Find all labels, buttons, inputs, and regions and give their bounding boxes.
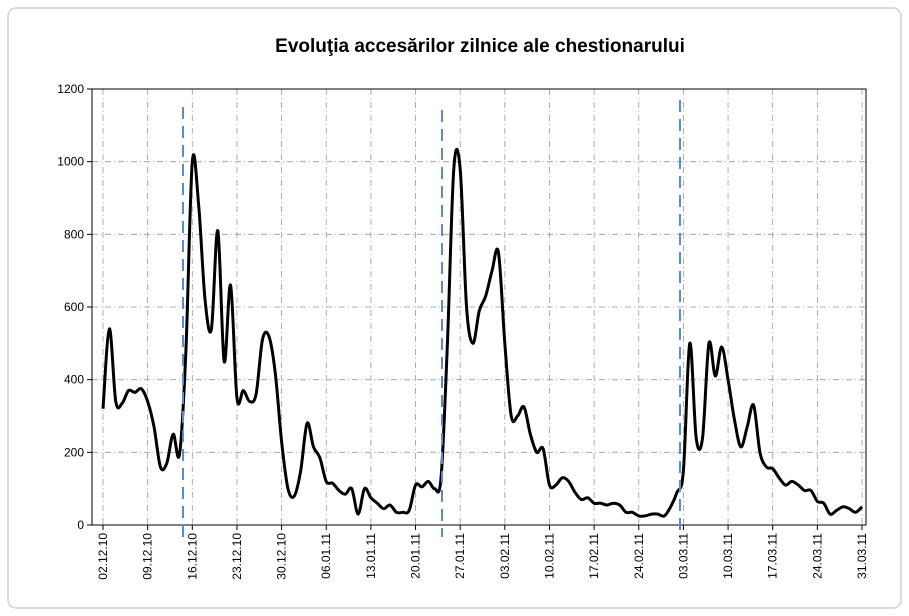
x-tick-label: 24.03.11	[810, 533, 824, 579]
y-tick-label: 800	[64, 227, 84, 241]
x-tick-label: 23.12.10	[230, 533, 244, 580]
x-tick-label: 27.01.11	[453, 533, 467, 579]
chart-title: Evoluţia accesărilor zilnice ale chestio…	[275, 36, 685, 57]
y-tick-label: 600	[64, 300, 84, 314]
chart-frame	[7, 7, 902, 609]
plot-area: 0 200 400 600 800 1000 1200 02.12.10 09.12.10 16.…	[57, 82, 869, 580]
x-tick-label: 20.01.11	[409, 533, 423, 579]
x-tick-label: 02.12.10	[96, 533, 110, 580]
y-tick-label: 1000	[57, 155, 84, 169]
y-tick-label: 1200	[57, 82, 84, 96]
x-tick-label: 31.03.11	[855, 533, 869, 579]
y-tick-label: 0	[77, 518, 84, 532]
x-tick-label: 09.12.10	[141, 533, 155, 580]
y-tick-label: 400	[64, 373, 84, 387]
x-tick-label: 13.01.11	[364, 533, 378, 579]
x-tick-label: 24.02.11	[632, 533, 646, 579]
x-tick-label: 17.03.11	[766, 533, 780, 579]
x-tick-label: 10.03.11	[721, 533, 735, 579]
x-tick-label: 03.02.11	[498, 533, 512, 579]
x-tick-label: 16.12.10	[185, 533, 199, 580]
data-line	[101, 147, 864, 518]
x-tick-label: 03.03.11	[676, 533, 690, 579]
x-tick-label: 10.02.11	[542, 533, 556, 579]
y-tick-label: 200	[64, 445, 84, 459]
x-tick-label: 17.02.11	[587, 533, 601, 579]
x-tick-label: 30.12.10	[275, 533, 289, 580]
plot-border	[91, 88, 867, 526]
x-tick-label: 06.01.11	[319, 533, 333, 579]
